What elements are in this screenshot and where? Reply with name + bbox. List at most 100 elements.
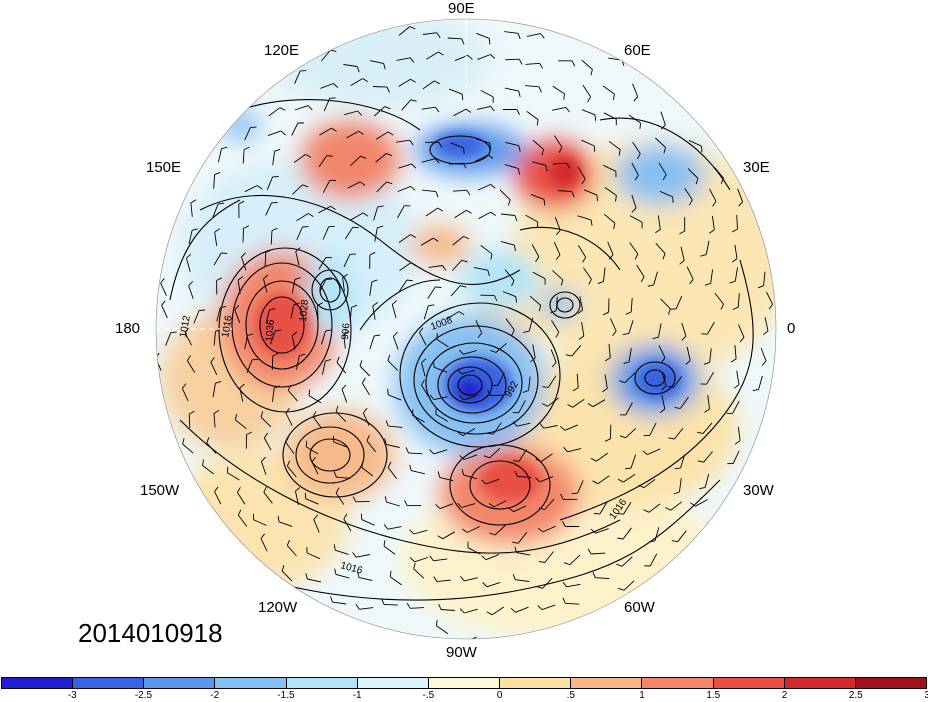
wind-barb-flag <box>214 228 220 233</box>
wind-barb <box>525 62 540 65</box>
wind-barb-flag <box>518 145 521 152</box>
wind-barb-flag <box>538 507 545 510</box>
wind-barb-flag <box>486 611 493 616</box>
wind-barb-flag <box>214 486 219 492</box>
wind-barb-flag <box>432 237 439 242</box>
wind-barb-flag <box>730 358 737 363</box>
wind-barb-flag <box>674 467 681 470</box>
colorbar-segment <box>2 678 74 688</box>
wind-barb <box>542 577 553 589</box>
wind-barb <box>237 492 246 505</box>
wind-barb <box>548 375 557 388</box>
wind-barb-flag <box>357 571 360 578</box>
wind-barb <box>647 448 661 456</box>
wind-barb-flag <box>619 435 626 439</box>
wind-barb <box>372 305 376 320</box>
wind-barb-flag <box>387 388 389 395</box>
wind-barb-flag <box>517 33 521 40</box>
wind-barb-flag <box>435 191 439 198</box>
wind-barb-flag <box>317 302 324 306</box>
wind-barb-flag <box>732 228 738 233</box>
wind-barb <box>165 332 172 346</box>
wind-barb-flag <box>671 540 678 543</box>
wind-barb-flag <box>461 94 464 101</box>
wind-barb <box>296 213 309 222</box>
wind-barb <box>557 190 572 193</box>
wind-barb-flag <box>663 147 667 154</box>
wind-barb-flag <box>603 311 609 316</box>
wind-barb <box>361 467 374 477</box>
colorbar-tick-label: 2.5 <box>848 690 863 701</box>
wind-barb-flag <box>352 226 359 229</box>
wind-barb <box>285 412 293 426</box>
wind-barb-flag <box>602 388 608 393</box>
wind-barb <box>446 311 460 320</box>
wind-barb <box>318 257 327 270</box>
wind-barb <box>505 58 520 61</box>
wind-barb-flag <box>291 331 298 337</box>
wind-barb <box>625 402 633 416</box>
wind-barb <box>525 214 538 223</box>
wind-barb-flag <box>325 359 332 362</box>
wind-barb <box>554 135 563 148</box>
wind-barb <box>480 90 494 98</box>
wind-barb <box>581 322 585 337</box>
wind-barb <box>320 83 334 89</box>
wind-barb-flag <box>539 423 545 429</box>
wind-barb <box>491 606 505 616</box>
wind-barb <box>294 105 309 111</box>
wind-barb <box>227 472 240 481</box>
colorbar-tick-label: -1 <box>352 690 362 701</box>
wind-barb-flag <box>605 357 611 362</box>
wind-barb <box>421 384 430 398</box>
wind-barb-flag <box>565 107 570 113</box>
wind-barb-flag <box>461 468 464 475</box>
wind-barb-flag <box>261 456 266 462</box>
wind-barb-flag <box>239 383 245 389</box>
wind-barb-flag <box>186 253 192 259</box>
wind-barb-flag <box>187 355 191 361</box>
wind-barb <box>308 395 322 404</box>
wind-barb <box>654 527 660 541</box>
wind-barb-flag <box>490 184 496 189</box>
wind-barb <box>660 111 666 126</box>
wind-barb <box>343 334 346 349</box>
wind-barb <box>463 474 477 480</box>
wind-barb <box>648 503 661 513</box>
wind-barb <box>433 558 448 562</box>
lon-label-60e: 60E <box>624 42 651 59</box>
wind-barb <box>263 492 273 504</box>
wind-barb-flag <box>477 332 483 338</box>
wind-barb-flag <box>410 262 417 266</box>
wind-barb <box>595 528 609 534</box>
wind-barb <box>485 478 500 485</box>
wind-barb <box>516 552 531 556</box>
wind-barb-flag <box>700 254 707 257</box>
wind-barb-flag <box>752 389 759 392</box>
wind-barb-flag <box>260 411 264 418</box>
wind-barb-flag <box>665 507 671 511</box>
colorbar-segment <box>215 678 287 688</box>
wind-barb-flag <box>729 280 736 284</box>
wind-barb <box>518 400 526 413</box>
wind-barb-flag <box>330 596 333 603</box>
wind-barb <box>344 110 358 116</box>
wind-barb <box>632 83 639 97</box>
wind-barb-flag <box>286 460 291 467</box>
wind-barb <box>323 98 331 112</box>
wind-barb <box>583 189 598 196</box>
wind-barb <box>263 437 272 451</box>
wind-barb <box>466 526 480 533</box>
wind-barb <box>515 579 530 582</box>
wind-barb-flag <box>563 446 568 453</box>
wind-barb <box>414 557 429 563</box>
wind-barb <box>318 205 331 214</box>
wind-barb <box>319 127 332 136</box>
wind-barb <box>369 60 384 64</box>
wind-barb-flag <box>660 124 666 130</box>
wind-barb <box>427 286 436 299</box>
wind-barb-flag <box>571 60 576 67</box>
wind-barb-flag <box>587 96 591 103</box>
wind-barb-flag <box>170 331 177 334</box>
wind-barb-flag <box>625 467 632 470</box>
